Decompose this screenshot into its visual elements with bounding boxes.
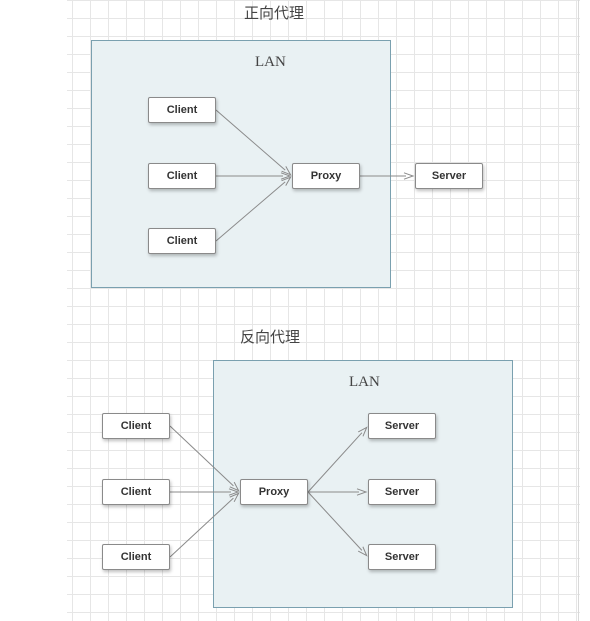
fig1-lan-label: LAN [255, 54, 286, 71]
fig1-client3-node: Client [148, 228, 216, 254]
fig2-client3-node: Client [102, 544, 170, 570]
fig1-proxy-node: Proxy [292, 163, 360, 189]
fig2-server3-label: Server [385, 551, 419, 563]
fig1-client1-node: Client [148, 97, 216, 123]
fig2-server2-label: Server [385, 486, 419, 498]
fig2-server1-label: Server [385, 420, 419, 432]
grid-right-accent [578, 0, 579, 621]
fig1-client1-label: Client [167, 104, 198, 116]
fig2-client1-node: Client [102, 413, 170, 439]
fig2-client2-node: Client [102, 479, 170, 505]
diagram-stage: LAN 正向代理 LAN 反向代理 Client Client Client Prox… [0, 0, 590, 621]
fig1-title: 正向代理 [244, 2, 304, 23]
fig1-client2-label: Client [167, 170, 198, 182]
fig2-lan-label: LAN [349, 374, 380, 391]
fig1-server-node: Server [415, 163, 483, 189]
fig2-server2-node: Server [368, 479, 436, 505]
fig1-client3-label: Client [167, 235, 198, 247]
fig1-proxy-label: Proxy [311, 170, 342, 182]
fig2-client3-label: Client [121, 551, 152, 563]
fig1-client2-node: Client [148, 163, 216, 189]
fig2-client2-label: Client [121, 486, 152, 498]
fig2-proxy-label: Proxy [259, 486, 290, 498]
fig1-server-label: Server [432, 170, 466, 182]
fig2-client1-label: Client [121, 420, 152, 432]
fig2-proxy-node: Proxy [240, 479, 308, 505]
fig2-title: 反向代理 [240, 326, 300, 347]
fig2-server3-node: Server [368, 544, 436, 570]
fig2-server1-node: Server [368, 413, 436, 439]
